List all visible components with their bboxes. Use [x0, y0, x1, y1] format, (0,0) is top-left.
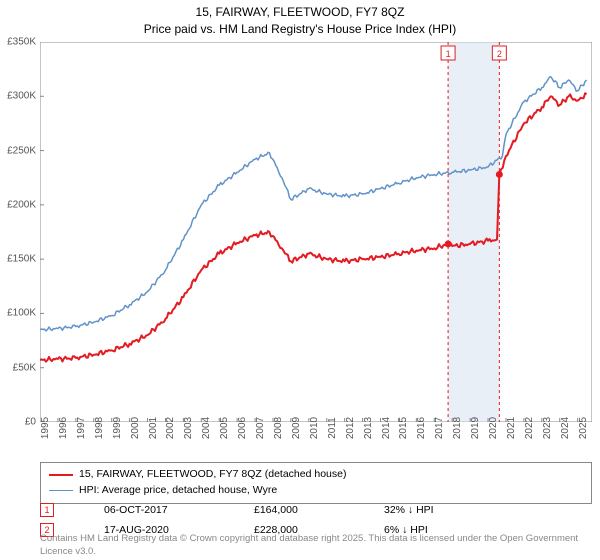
- x-tick-label: 2005: [219, 417, 230, 439]
- x-tick-label: 2019: [470, 417, 481, 439]
- x-tick-label: 2007: [255, 417, 266, 439]
- x-tick-label: 2010: [309, 417, 320, 439]
- marker-delta: 32% ↓ HPI: [384, 504, 434, 516]
- svg-text:1: 1: [446, 49, 451, 59]
- x-tick-label: 2025: [578, 417, 589, 439]
- x-tick-label: 2017: [434, 417, 445, 439]
- legend-swatch: [49, 474, 73, 476]
- chart-area: 12: [40, 42, 592, 422]
- x-tick-label: 2021: [506, 417, 517, 439]
- x-tick-label: 2004: [201, 417, 212, 439]
- x-axis: 1995199619971998199920002001200220032004…: [40, 424, 592, 462]
- x-tick-label: 2015: [398, 417, 409, 439]
- legend-item: HPI: Average price, detached house, Wyre: [49, 483, 583, 499]
- x-tick-label: 2020: [488, 417, 499, 439]
- legend: 15, FAIRWAY, FLEETWOOD, FY7 8QZ (detache…: [40, 462, 592, 504]
- y-tick-label: £300K: [7, 91, 36, 102]
- chart-title: 15, FAIRWAY, FLEETWOOD, FY7 8QZ Price pa…: [0, 0, 600, 38]
- marker-row: 1 06-OCT-2017 £164,000 32% ↓ HPI: [40, 500, 592, 520]
- svg-text:2: 2: [497, 49, 502, 59]
- marker-badge: 1: [40, 503, 54, 517]
- x-tick-label: 1999: [112, 417, 123, 439]
- x-tick-label: 2000: [130, 417, 141, 439]
- y-tick-label: £250K: [7, 145, 36, 156]
- x-tick-label: 2023: [542, 417, 553, 439]
- marker-price: £164,000: [254, 504, 344, 516]
- x-tick-label: 2016: [416, 417, 427, 439]
- x-tick-label: 2013: [363, 417, 374, 439]
- x-tick-label: 1996: [58, 417, 69, 439]
- y-axis: £0£50K£100K£150K£200K£250K£300K£350K: [0, 42, 40, 422]
- x-tick-label: 1998: [94, 417, 105, 439]
- x-tick-label: 1997: [76, 417, 87, 439]
- x-tick-label: 2011: [327, 417, 338, 439]
- x-tick-label: 2022: [524, 417, 535, 439]
- x-tick-label: 2018: [452, 417, 463, 439]
- title-address: 15, FAIRWAY, FLEETWOOD, FY7 8QZ: [0, 4, 600, 21]
- x-tick-label: 2009: [291, 417, 302, 439]
- legend-label: 15, FAIRWAY, FLEETWOOD, FY7 8QZ (detache…: [79, 467, 346, 483]
- legend-item: 15, FAIRWAY, FLEETWOOD, FY7 8QZ (detache…: [49, 467, 583, 483]
- x-tick-label: 2002: [165, 417, 176, 439]
- y-tick-label: £50K: [13, 362, 36, 373]
- x-tick-label: 1995: [40, 417, 51, 439]
- y-tick-label: £200K: [7, 199, 36, 210]
- y-tick-label: £150K: [7, 254, 36, 265]
- legend-label: HPI: Average price, detached house, Wyre: [79, 483, 277, 499]
- marker-date: 06-OCT-2017: [104, 504, 214, 516]
- y-tick-label: £350K: [7, 37, 36, 48]
- x-tick-label: 2003: [183, 417, 194, 439]
- x-tick-label: 2001: [148, 417, 159, 439]
- x-tick-label: 2008: [273, 417, 284, 439]
- x-tick-label: 2024: [560, 417, 571, 439]
- y-tick-label: £0: [25, 417, 36, 428]
- x-tick-label: 2006: [237, 417, 248, 439]
- legend-swatch: [49, 490, 73, 492]
- y-tick-label: £100K: [7, 308, 36, 319]
- footer-note: Contains HM Land Registry data © Crown c…: [40, 533, 600, 558]
- x-tick-label: 2014: [381, 417, 392, 439]
- x-tick-label: 2012: [345, 417, 356, 439]
- chart-svg: 12: [40, 42, 592, 422]
- title-subtitle: Price paid vs. HM Land Registry's House …: [0, 21, 600, 38]
